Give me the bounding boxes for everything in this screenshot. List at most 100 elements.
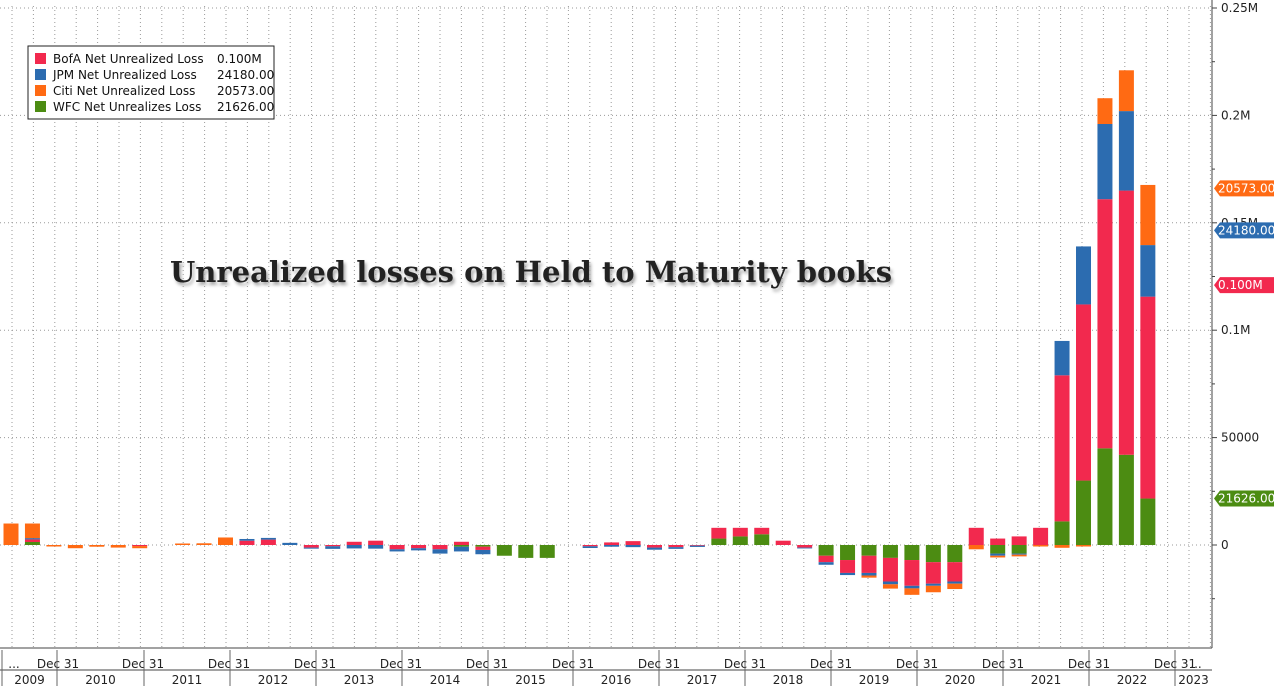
bar-segment — [368, 540, 384, 545]
x-year-label: 2009 — [14, 673, 45, 686]
x-year-label: 2020 — [945, 673, 976, 686]
last-value-tag: 21626.00 — [1214, 490, 1274, 507]
bar-segment — [368, 545, 384, 549]
legend-value: 24180.00 — [217, 68, 274, 82]
last-value-tag-label: 24180.00 — [1218, 223, 1274, 237]
bar-segment — [861, 572, 877, 576]
legend-swatch — [35, 69, 46, 80]
x-year-label: 2012 — [258, 673, 289, 686]
legend-label: Citi Net Unrealized Loss — [53, 84, 195, 98]
bar-segment — [797, 545, 813, 548]
bar-segment — [861, 545, 877, 556]
y-tick-label: 0.25M — [1221, 1, 1258, 15]
bar-segment — [1076, 480, 1091, 545]
bar-segment — [389, 549, 405, 552]
bar-segment — [904, 585, 920, 589]
bar-segment — [582, 545, 598, 547]
y-axis: 0500000.1M0.15M0.2M0.25M20573.0024180.00… — [1211, 0, 1274, 648]
bar-segment — [1118, 111, 1134, 191]
bar-segment — [260, 537, 276, 540]
x-year-label: 2015 — [515, 673, 546, 686]
bar-segment — [968, 527, 984, 545]
y-tick-label: 0.1M — [1221, 323, 1250, 337]
x-tick-label: Dec 31 — [208, 657, 250, 671]
last-value-tag-label: 21626.00 — [1218, 492, 1274, 506]
bar-segment — [711, 527, 727, 539]
legend-label: WFC Net Unrealizes Loss — [53, 100, 201, 114]
bar-segment — [1076, 304, 1091, 481]
bar-segment — [947, 545, 963, 563]
bar-segment — [925, 545, 941, 563]
bar-segment — [754, 534, 770, 545]
last-value-tag-label: 0.100M — [1218, 278, 1263, 292]
x-tick-label: Dec 31 — [466, 657, 508, 671]
x-tick-label: ... — [8, 657, 19, 671]
bar-segment — [689, 545, 705, 546]
legend-swatch — [35, 85, 46, 96]
bar-segment — [132, 545, 148, 547]
x-tick-label: Dec 31 — [380, 657, 422, 671]
bar-segment — [175, 543, 191, 545]
bar-segment — [1097, 199, 1113, 449]
bar-segment — [1076, 246, 1091, 305]
bar-segment — [925, 583, 941, 586]
bar-segment — [1054, 545, 1070, 548]
bar-segment — [732, 527, 748, 537]
bar-segment — [218, 537, 233, 545]
bar-segment — [239, 540, 255, 545]
x-tick-label: Dec 31 — [122, 657, 164, 671]
bar-segment — [968, 545, 984, 550]
bar-segment — [518, 545, 534, 558]
bar-segment — [990, 545, 1006, 554]
bar-segment — [990, 553, 1006, 556]
bar-segment — [346, 545, 362, 549]
bar-segment — [24, 541, 40, 545]
bar-segment — [797, 547, 813, 549]
bar-segment — [89, 545, 105, 547]
x-year-label: 2014 — [430, 673, 461, 686]
bar-segment — [647, 545, 662, 548]
bar-segment — [668, 547, 684, 549]
bar-segment — [24, 539, 40, 542]
bar-segment — [882, 557, 898, 582]
bar-segment — [389, 545, 405, 550]
bar-segment — [1118, 454, 1134, 545]
bar-segment — [3, 523, 19, 545]
bar-segment — [604, 545, 620, 547]
bar-segment — [303, 545, 319, 548]
bar-segment — [647, 547, 662, 550]
last-value-tag-label: 20573.00 — [1218, 181, 1274, 195]
bar-segment — [539, 545, 555, 558]
legend: BofA Net Unrealized Loss 0.100M JPM Net Un… — [27, 45, 275, 120]
bar-segment — [475, 549, 491, 555]
legend-value: 0.100M — [217, 52, 262, 66]
bar-segment — [1118, 190, 1134, 455]
x-year-label: 2023 — [1178, 673, 1209, 686]
x-year-label: 2016 — [601, 673, 632, 686]
bar-segment — [1011, 553, 1027, 555]
bar-segment — [990, 555, 1006, 558]
bar-segment — [840, 560, 856, 573]
bar-segment — [1118, 70, 1134, 112]
bar-segment — [1011, 536, 1027, 545]
bar-segment — [496, 545, 512, 556]
bar-segment — [239, 538, 255, 541]
bar-segment — [1140, 245, 1156, 297]
bar-segment — [325, 546, 341, 549]
legend-label: BofA Net Unrealized Loss — [53, 52, 204, 66]
bar-segment — [196, 543, 212, 545]
x-tick-label: Dec 31 — [294, 657, 336, 671]
bar-segment — [689, 545, 705, 547]
last-value-tag: 20573.00 — [1214, 180, 1274, 197]
last-value-tag-bg — [1214, 180, 1274, 197]
bar-segment — [818, 545, 834, 556]
bar-segment — [882, 584, 898, 589]
bar-segment — [346, 541, 362, 545]
bar-segment — [818, 562, 834, 565]
y-tick-label: 50000 — [1221, 431, 1259, 445]
bar-segment — [411, 545, 427, 549]
last-value-tag-bg — [1214, 490, 1274, 507]
legend-swatch — [35, 101, 46, 112]
bar-segment — [453, 541, 469, 545]
bar-segment — [411, 548, 427, 551]
